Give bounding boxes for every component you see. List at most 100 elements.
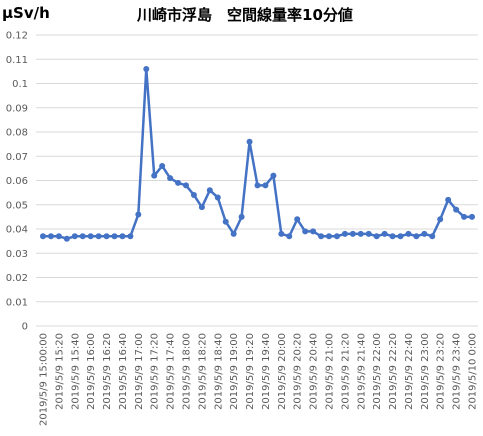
data-point [302,228,309,235]
data-point [333,233,340,240]
x-tick-label: 2019/5/9 23:00 [420,333,431,410]
data-point [79,233,86,240]
x-tick-label: 2019/5/9 21:00 [325,333,336,410]
data-point [326,233,332,240]
data-point [159,162,166,169]
x-tick-label: 2019/5/9 22:00 [372,333,383,410]
data-point [143,65,150,72]
data-point [373,233,380,240]
x-tick-label: 2019/5/9 17:00 [134,333,145,410]
x-tick-label: 2019/5/9 18:40 [213,333,224,410]
x-tick-label: 2019/5/9 16:20 [102,333,113,410]
y-axis-label: μSv/h [2,4,50,22]
x-tick-label: 2019/5/9 20:00 [277,333,288,410]
data-point [127,233,134,240]
data-point [246,138,253,145]
x-tick-label: 2019/5/9 15:20 [54,333,65,410]
x-tick-label: 2019/5/9 16:40 [118,333,129,410]
data-point [341,230,348,237]
x-tick-label: 2019/5/9 18:00 [182,333,193,410]
data-point [469,213,475,220]
data-point [461,213,468,220]
data-point [119,233,126,240]
data-point [397,233,404,240]
data-point [381,230,388,237]
data-point [405,230,412,237]
x-tick-label: 2019/5/9 21:20 [340,333,351,410]
data-point [151,172,158,179]
x-tick-label: 2019/5/9 19:40 [261,333,272,410]
y-tick-label: 0.11 [6,55,28,66]
x-tick-label: 2019/5/9 16:00 [86,333,97,410]
data-point [421,230,428,237]
x-tick-label: 2019/5/9 21:40 [356,333,367,410]
data-point [365,230,372,237]
data-point [270,172,277,179]
data-point [294,216,301,223]
data-point [278,230,285,237]
data-point [230,230,237,237]
data-point [183,182,189,189]
x-tick-label: 2019/5/9 19:00 [229,333,240,410]
x-tick-label: 2019/5/9 20:40 [309,333,320,410]
data-point [389,233,396,240]
y-tick-label: 0.08 [6,128,28,139]
data-point [429,233,436,240]
y-tick-label: 0.06 [6,176,28,187]
data-point [206,187,213,194]
y-tick-label: 0.01 [6,297,28,308]
x-tick-label: 2019/5/9 20:20 [293,333,304,410]
data-point [437,216,444,223]
y-tick-label: 0.03 [6,249,28,260]
x-tick-label: 2019/5/9 15:00:00 [39,333,50,426]
data-point [87,233,94,240]
data-point [95,233,102,240]
data-point [413,233,420,240]
data-point [286,233,293,240]
y-tick-label: 0.04 [6,225,28,236]
data-point [198,204,205,211]
x-tick-label: 2019/5/9 23:20 [436,333,447,410]
data-point [254,182,261,189]
x-tick-label: 2019/5/9 17:40 [166,333,177,410]
data-point [214,194,221,201]
data-point [55,233,62,240]
x-tick-label: 2019/5/9 17:20 [150,333,161,410]
chart-title: 川崎市浮島 空間線量率10分値 [136,6,353,24]
data-point [111,233,118,240]
x-tick-label: 2019/5/9 19:20 [245,333,256,410]
data-point [47,233,54,240]
x-tick-label: 2019/5/10 0:00 [468,333,479,410]
data-point [40,233,46,240]
data-line [43,67,472,240]
x-tick-label: 2019/5/9 22:40 [404,333,415,410]
y-tick-label: 0 [22,322,28,333]
x-tick-label: 2019/5/9 15:40 [70,333,81,410]
data-point [175,179,182,186]
data-point [453,206,460,213]
y-tick-label: 0.1 [12,79,28,90]
x-tick-label: 2019/5/9 18:20 [197,333,208,410]
y-tick-label: 0.09 [6,103,28,114]
data-point [445,196,452,203]
data-point [318,233,325,240]
y-tick-label: 0.05 [6,200,28,211]
y-tick-label: 0.07 [6,152,28,163]
y-tick-label: 0.12 [6,31,28,42]
data-point [63,235,70,242]
data-point [135,211,142,218]
data-point [190,192,197,199]
x-tick-label: 2019/5/9 23:40 [452,333,463,410]
data-point [262,182,269,189]
data-point [310,228,317,235]
x-tick-label: 2019/5/9 22:20 [388,333,399,410]
data-point [222,218,229,225]
data-point [103,233,110,240]
data-point [349,230,356,237]
data-point [238,213,245,220]
data-point [71,233,78,240]
data-point [357,230,364,237]
data-point [167,175,174,182]
y-tick-label: 0.02 [6,273,28,284]
